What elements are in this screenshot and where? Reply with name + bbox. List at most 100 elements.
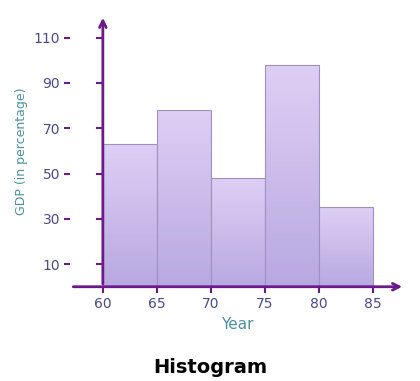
Bar	[103, 195, 157, 198]
Bar	[103, 272, 157, 275]
Bar	[265, 167, 319, 171]
Bar	[265, 149, 319, 154]
Bar	[265, 242, 319, 247]
Bar	[103, 204, 157, 207]
Bar	[265, 171, 319, 176]
Bar	[157, 230, 211, 234]
Bar	[319, 271, 373, 272]
Bar	[265, 74, 319, 78]
Bar	[103, 235, 157, 238]
Bar	[157, 219, 211, 223]
Bar	[265, 185, 319, 189]
Bar	[265, 238, 319, 242]
Bar	[103, 173, 157, 176]
Bar	[103, 218, 157, 221]
Bar	[157, 156, 211, 160]
Bar	[265, 251, 319, 256]
Bar	[211, 215, 265, 217]
Bar	[103, 187, 157, 190]
Bar	[319, 239, 373, 241]
Bar	[211, 232, 265, 235]
Bar	[319, 285, 373, 287]
Bar	[157, 142, 211, 146]
Bar	[157, 241, 211, 244]
Bar	[211, 274, 265, 276]
Bar	[211, 198, 265, 200]
Bar	[103, 155, 157, 158]
Bar	[103, 267, 157, 270]
Bar	[265, 256, 319, 260]
Bar	[319, 283, 373, 285]
Bar	[211, 265, 265, 267]
Bar	[103, 147, 157, 150]
Bar	[265, 269, 319, 274]
Bar	[265, 198, 319, 202]
Bar	[319, 208, 373, 287]
Bar	[211, 195, 265, 198]
Bar	[103, 190, 157, 192]
Bar	[319, 275, 373, 277]
Bar	[211, 276, 265, 278]
Bar	[211, 208, 265, 211]
Bar	[103, 161, 157, 164]
Bar	[211, 189, 265, 191]
Bar	[319, 269, 373, 271]
Bar	[157, 195, 211, 199]
Bar	[319, 222, 373, 223]
Bar	[265, 211, 319, 216]
Bar	[157, 174, 211, 177]
Bar	[103, 244, 157, 247]
Bar	[211, 206, 265, 208]
Bar	[157, 177, 211, 181]
Bar	[319, 217, 373, 219]
Bar	[103, 230, 157, 232]
Bar	[265, 136, 319, 140]
Bar	[211, 178, 265, 287]
Bar	[211, 252, 265, 254]
Bar	[103, 201, 157, 204]
Bar	[265, 229, 319, 234]
Bar	[265, 131, 319, 136]
Bar	[157, 191, 211, 195]
Bar	[211, 248, 265, 250]
Bar	[211, 193, 265, 195]
Bar	[319, 234, 373, 236]
Bar	[103, 184, 157, 187]
Bar	[103, 275, 157, 278]
Bar	[265, 96, 319, 100]
Bar	[319, 219, 373, 220]
Bar	[319, 266, 373, 268]
Bar	[157, 202, 211, 205]
Bar	[103, 247, 157, 250]
Bar	[157, 160, 211, 163]
Bar	[265, 189, 319, 194]
Bar	[211, 272, 265, 274]
Bar	[157, 124, 211, 128]
Bar	[319, 263, 373, 264]
Bar	[157, 166, 211, 170]
Bar	[265, 194, 319, 198]
Bar	[157, 149, 211, 152]
Bar	[319, 220, 373, 222]
Bar	[319, 247, 373, 249]
Bar	[157, 188, 211, 191]
Bar	[319, 236, 373, 238]
Bar	[319, 279, 373, 280]
Y-axis label: GDP (in percentage): GDP (in percentage)	[15, 87, 28, 215]
Bar	[211, 191, 265, 193]
Bar	[211, 258, 265, 261]
Bar	[211, 278, 265, 280]
Bar	[211, 267, 265, 269]
Bar	[157, 237, 211, 241]
Bar	[211, 211, 265, 213]
Bar	[319, 250, 373, 252]
Bar	[157, 128, 211, 131]
Bar	[103, 207, 157, 210]
Bar	[265, 78, 319, 83]
Bar	[157, 199, 211, 202]
Bar	[211, 204, 265, 206]
Bar	[157, 138, 211, 142]
Bar	[157, 184, 211, 188]
Bar	[103, 170, 157, 173]
Bar	[211, 200, 265, 202]
